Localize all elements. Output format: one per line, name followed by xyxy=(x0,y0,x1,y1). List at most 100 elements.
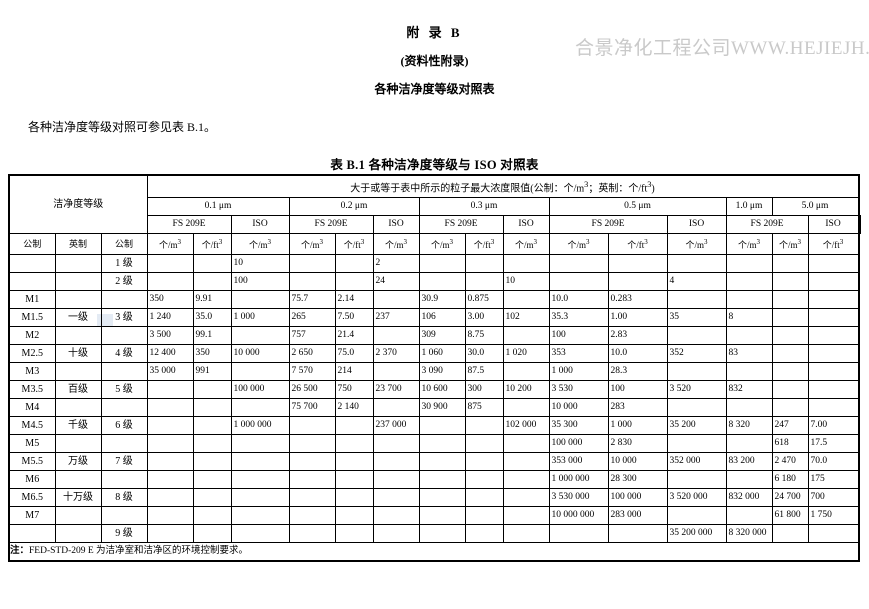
data-cell xyxy=(289,273,335,291)
data-cell xyxy=(335,489,373,507)
fs209e-imperial-class: 十万级 xyxy=(55,489,101,507)
class-group-header: 洁净度等级 xyxy=(9,175,147,234)
data-cell: 350 xyxy=(147,291,193,309)
standard-header: FS 209E xyxy=(549,216,667,234)
data-cell: 352 xyxy=(667,345,726,363)
size-group-header: 0.1 μm xyxy=(147,198,289,216)
standard-header: FS 209E xyxy=(726,216,808,234)
standard-header: ISO xyxy=(667,216,726,234)
data-cell: 10 xyxy=(231,255,289,273)
fs209e-imperial-class: 一级 xyxy=(55,309,101,327)
fs209e-metric-class: M5 xyxy=(9,435,55,453)
data-cell xyxy=(808,309,858,327)
data-cell xyxy=(772,273,808,291)
data-cell xyxy=(503,399,549,417)
header-row-groups: 洁净度等级大于或等于表中所示的粒子最大浓度限值(公制：个/m3；英制：个/ft3… xyxy=(9,175,860,198)
standard-header: ISO xyxy=(808,216,858,234)
data-cell: 2 140 xyxy=(335,399,373,417)
data-cell xyxy=(667,399,726,417)
data-cell: 1.00 xyxy=(608,309,667,327)
data-cell: 214 xyxy=(335,363,373,381)
data-cell: 23 700 xyxy=(373,381,419,399)
data-cell xyxy=(335,417,373,435)
data-cell: 10 600 xyxy=(419,381,465,399)
data-cell xyxy=(289,417,335,435)
data-cell: 61 800 xyxy=(772,507,808,525)
data-cell: 8 xyxy=(726,309,772,327)
table-caption: 表 B.1 各种洁净度等级与 ISO 对照表 xyxy=(0,154,869,173)
iso-class xyxy=(101,435,147,453)
data-cell: 875 xyxy=(465,399,503,417)
data-cell: 100 xyxy=(549,327,608,345)
data-cell xyxy=(335,471,373,489)
data-cell: 28.3 xyxy=(608,363,667,381)
unit-header: 英制 xyxy=(55,234,101,255)
data-cell: 83 200 xyxy=(726,453,772,471)
unit-header: 个/m3 xyxy=(147,234,193,255)
standard-header: FS 209E xyxy=(289,216,373,234)
fs209e-metric-class xyxy=(9,255,55,273)
data-cell xyxy=(335,273,373,291)
data-cell xyxy=(193,255,231,273)
data-cell: 102 xyxy=(503,309,549,327)
unit-header: 个/m3 xyxy=(549,234,608,255)
data-cell xyxy=(147,471,193,489)
data-cell xyxy=(373,399,419,417)
data-cell xyxy=(465,273,503,291)
data-cell xyxy=(808,291,858,309)
data-cell xyxy=(193,489,231,507)
data-cell xyxy=(335,453,373,471)
data-cell xyxy=(419,525,465,543)
data-cell: 7 570 xyxy=(289,363,335,381)
fs209e-imperial-class: 千级 xyxy=(55,417,101,435)
fs209e-imperial-class: 百级 xyxy=(55,381,101,399)
data-cell xyxy=(808,255,858,273)
fs209e-imperial-class xyxy=(55,273,101,291)
data-cell xyxy=(549,273,608,291)
data-cell: 10.0 xyxy=(608,345,667,363)
data-cell xyxy=(373,525,419,543)
data-cell xyxy=(419,435,465,453)
data-cell xyxy=(289,525,335,543)
iso-class: 5 级 xyxy=(101,381,147,399)
data-cell: 35.3 xyxy=(549,309,608,327)
data-cell: 1 000 xyxy=(608,417,667,435)
data-cell: 1 000 xyxy=(231,309,289,327)
data-cell: 2 xyxy=(373,255,419,273)
data-cell xyxy=(419,507,465,525)
data-cell: 35.0 xyxy=(193,309,231,327)
data-cell: 352 000 xyxy=(667,453,726,471)
data-cell: 30.9 xyxy=(419,291,465,309)
unit-header: 个/ft3 xyxy=(608,234,667,255)
data-cell xyxy=(465,471,503,489)
data-cell: 3 520 xyxy=(667,381,726,399)
data-cell: 17.5 xyxy=(808,435,858,453)
fs209e-metric-class: M4 xyxy=(9,399,55,417)
data-cell xyxy=(193,435,231,453)
data-cell: 2.14 xyxy=(335,291,373,309)
data-cell xyxy=(373,327,419,345)
standard-header: ISO xyxy=(859,216,860,234)
data-cell xyxy=(808,345,858,363)
data-cell xyxy=(549,255,608,273)
data-cell xyxy=(231,453,289,471)
data-cell: 28 300 xyxy=(608,471,667,489)
data-cell xyxy=(289,471,335,489)
data-cell: 3 520 000 xyxy=(667,489,726,507)
data-cell xyxy=(147,525,193,543)
data-cell xyxy=(726,471,772,489)
iso-class xyxy=(101,507,147,525)
data-cell xyxy=(419,489,465,507)
data-cell: 10 000 xyxy=(608,453,667,471)
data-cell: 832 xyxy=(726,381,772,399)
data-cell: 35 000 xyxy=(147,363,193,381)
unit-header: 个/m3 xyxy=(373,234,419,255)
data-cell xyxy=(231,435,289,453)
